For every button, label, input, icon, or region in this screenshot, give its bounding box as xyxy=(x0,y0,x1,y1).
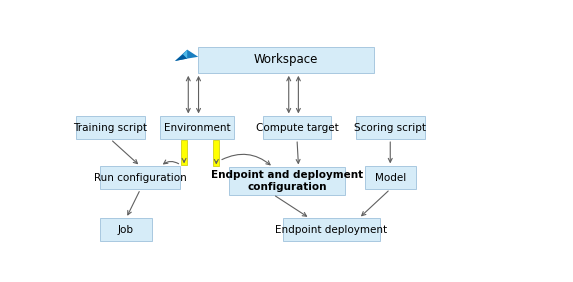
FancyBboxPatch shape xyxy=(198,47,374,73)
Text: Scoring script: Scoring script xyxy=(354,123,426,133)
FancyBboxPatch shape xyxy=(100,166,180,189)
Polygon shape xyxy=(175,50,198,61)
FancyBboxPatch shape xyxy=(160,116,234,139)
FancyBboxPatch shape xyxy=(213,140,219,166)
Text: Run configuration: Run configuration xyxy=(94,173,187,183)
Text: Model: Model xyxy=(375,173,406,183)
FancyArrowPatch shape xyxy=(164,160,179,164)
Text: Endpoint and deployment
configuration: Endpoint and deployment configuration xyxy=(211,170,363,192)
Polygon shape xyxy=(183,50,187,59)
Text: Environment: Environment xyxy=(164,123,230,133)
Text: Workspace: Workspace xyxy=(254,53,318,66)
FancyBboxPatch shape xyxy=(282,218,380,241)
Text: Job: Job xyxy=(118,225,134,235)
FancyBboxPatch shape xyxy=(181,140,187,165)
FancyArrowPatch shape xyxy=(222,154,270,165)
Text: Compute target: Compute target xyxy=(256,123,339,133)
FancyBboxPatch shape xyxy=(76,116,145,139)
FancyBboxPatch shape xyxy=(365,166,416,189)
Text: Endpoint deployment: Endpoint deployment xyxy=(276,225,387,235)
FancyBboxPatch shape xyxy=(100,218,151,241)
FancyBboxPatch shape xyxy=(356,116,425,139)
FancyBboxPatch shape xyxy=(229,168,345,195)
Text: Training script: Training script xyxy=(73,123,147,133)
Polygon shape xyxy=(175,54,187,61)
FancyBboxPatch shape xyxy=(262,116,331,139)
